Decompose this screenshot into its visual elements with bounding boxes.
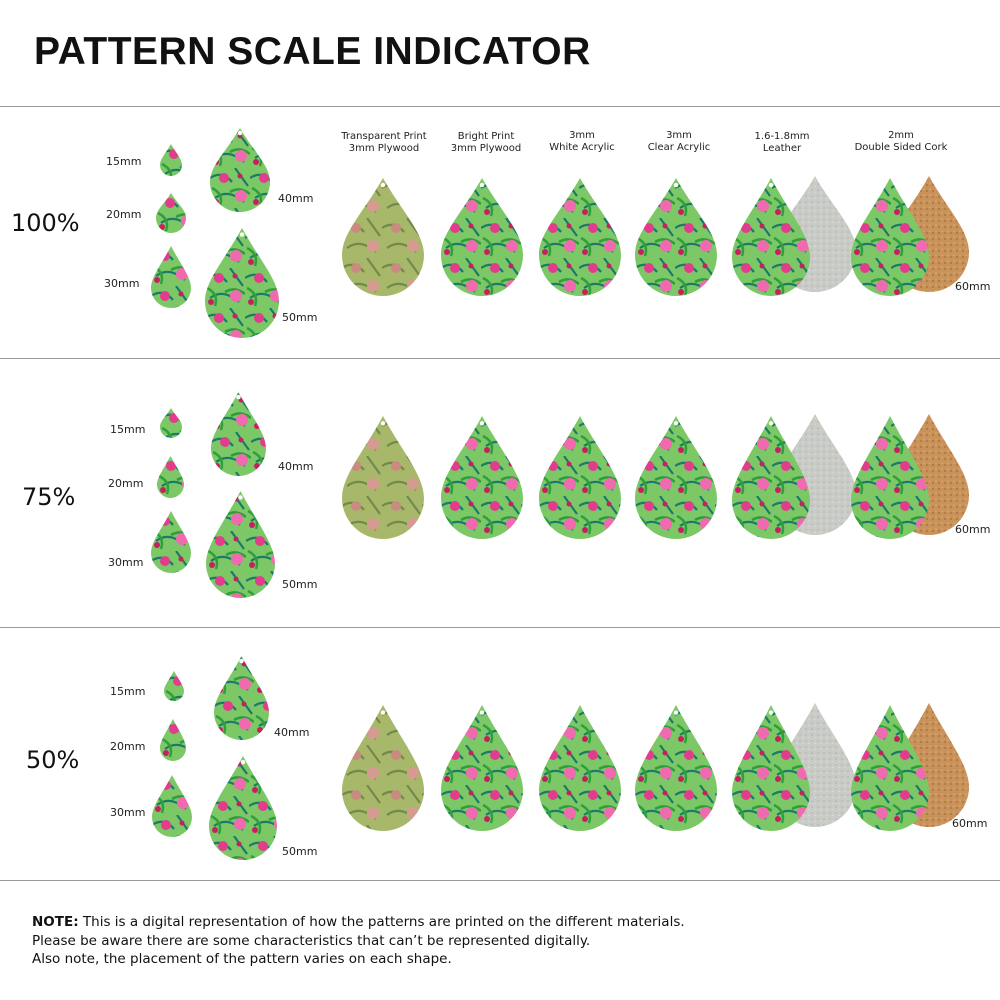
divider <box>0 880 1000 881</box>
size-label-15: 15mm <box>110 685 146 698</box>
sample-20mm <box>157 456 184 498</box>
size-label-30: 30mm <box>108 556 144 569</box>
row-percent-50: 50% <box>26 746 80 774</box>
sample-40mm <box>211 392 266 476</box>
header-cork: 2mm Double Sided Cork <box>854 130 948 153</box>
divider <box>0 106 1000 107</box>
drop-white-acrylic <box>539 416 621 539</box>
size-label-50: 50mm <box>282 845 318 858</box>
sample-30mm <box>151 511 191 573</box>
header-white-acrylic: 3mm White Acrylic <box>549 130 615 153</box>
note-lead: NOTE: <box>32 914 79 930</box>
row-percent-75: 75% <box>22 483 76 511</box>
size-label-15: 15mm <box>106 155 142 168</box>
drop-transparent-plywood <box>342 416 424 539</box>
size-label-20: 20mm <box>110 740 146 753</box>
divider <box>0 358 1000 359</box>
header-leather: 1.6-1.8mm Leather <box>754 131 810 154</box>
drop-clear-acrylic <box>635 416 717 539</box>
drop-clear-acrylic <box>635 705 717 831</box>
size-label-60: 60mm <box>955 280 991 293</box>
size-label-60: 60mm <box>955 523 991 536</box>
note-text: NOTE: This is a digital representation o… <box>32 913 685 969</box>
row-percent-100: 100% <box>11 209 80 237</box>
header-clear-acrylic: 3mm Clear Acrylic <box>647 130 711 153</box>
drop-transparent-plywood <box>342 705 424 831</box>
sample-30mm <box>152 775 192 837</box>
drop-cork <box>851 416 929 539</box>
size-label-20: 20mm <box>106 208 142 221</box>
drop-clear-acrylic <box>635 178 717 296</box>
size-label-15: 15mm <box>110 423 146 436</box>
size-label-60: 60mm <box>952 817 988 830</box>
size-label-30: 30mm <box>104 277 140 290</box>
sample-20mm <box>160 719 186 761</box>
drop-cork <box>851 705 929 831</box>
drop-leather <box>732 416 810 539</box>
drop-white-acrylic <box>539 178 621 296</box>
page-title: PATTERN SCALE INDICATOR <box>34 30 591 73</box>
sample-40mm <box>210 128 270 212</box>
sample-30mm <box>151 246 191 308</box>
drop-bright-plywood <box>441 705 523 831</box>
drop-bright-plywood <box>441 416 523 539</box>
note-line-1: This is a digital representation of how … <box>78 914 685 930</box>
size-label-40: 40mm <box>278 192 314 205</box>
sample-15mm <box>160 144 182 176</box>
size-label-50: 50mm <box>282 311 318 324</box>
drop-bright-plywood <box>441 178 523 296</box>
note-line-2: Please be aware there are some character… <box>32 932 591 949</box>
size-label-20: 20mm <box>108 477 144 490</box>
sample-15mm <box>164 671 184 701</box>
sample-20mm <box>156 193 186 233</box>
header-transparent-plywood: Transparent Print 3mm Plywood <box>341 131 427 154</box>
sample-15mm <box>160 408 182 438</box>
drop-white-acrylic <box>539 705 621 831</box>
sample-40mm <box>214 656 269 740</box>
sample-50mm <box>209 756 277 860</box>
drop-cork <box>851 178 929 296</box>
drop-leather <box>732 178 810 296</box>
size-label-50: 50mm <box>282 578 318 591</box>
drop-leather <box>732 705 810 831</box>
header-bright-plywood: Bright Print 3mm Plywood <box>450 131 522 154</box>
divider <box>0 627 1000 628</box>
size-label-30: 30mm <box>110 806 146 819</box>
size-label-40: 40mm <box>278 460 314 473</box>
size-label-40: 40mm <box>274 726 310 739</box>
drop-transparent-plywood <box>342 178 424 296</box>
note-line-3: Also note, the placement of the pattern … <box>32 951 452 967</box>
sample-50mm <box>205 228 279 338</box>
sample-50mm <box>206 491 275 598</box>
